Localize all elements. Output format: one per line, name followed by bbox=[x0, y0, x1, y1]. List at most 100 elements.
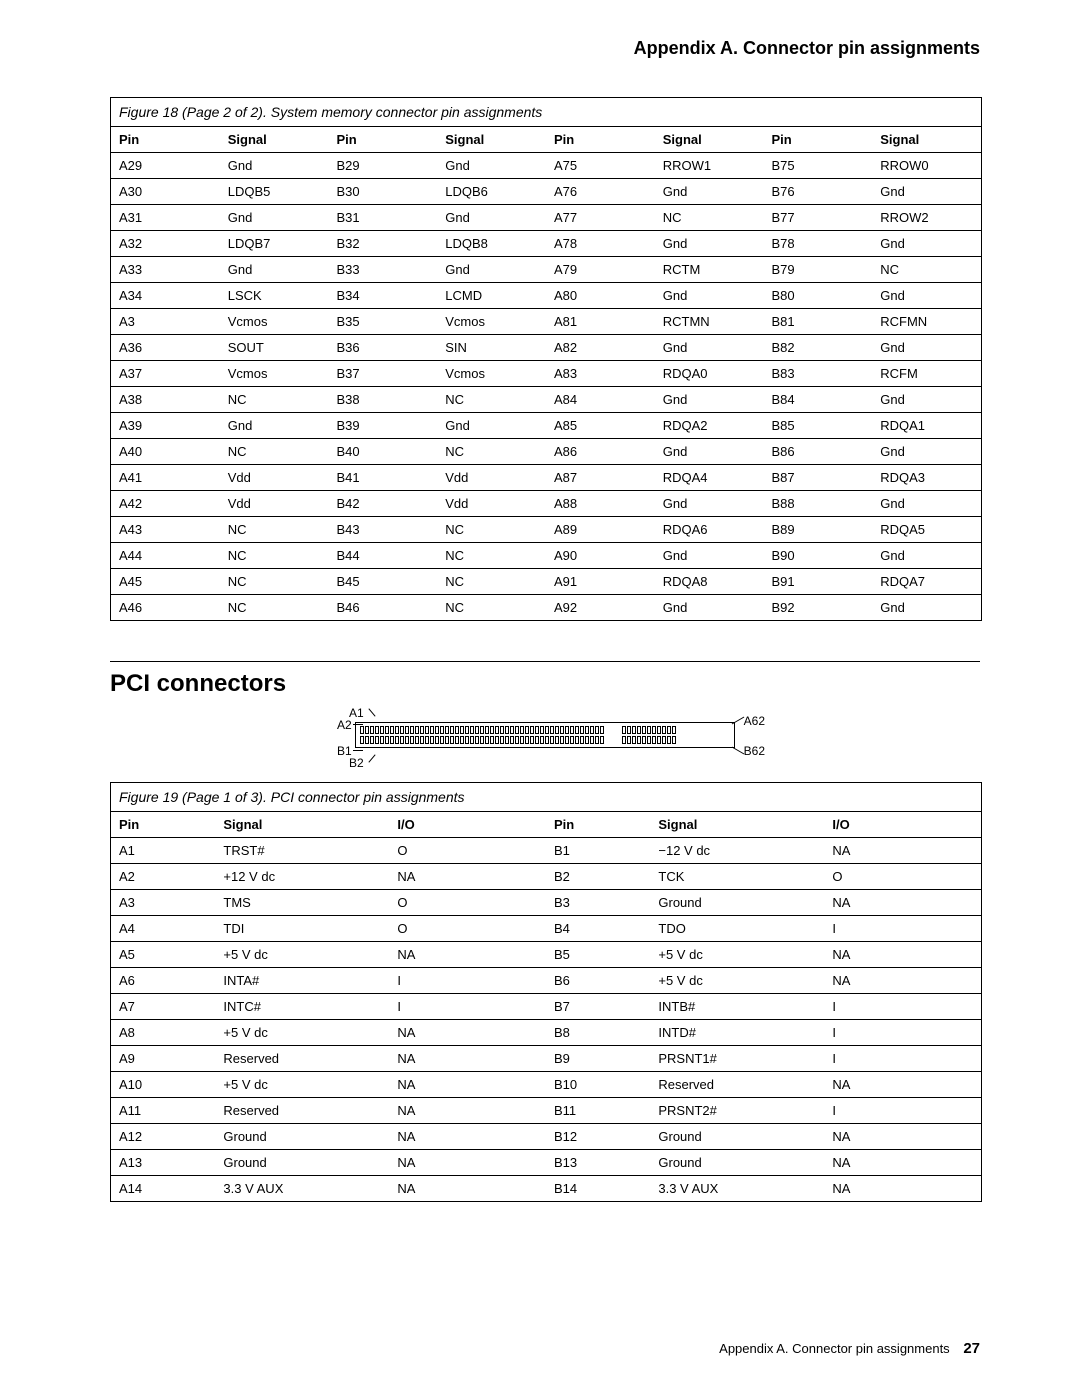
connector-pin bbox=[642, 736, 646, 744]
connector-pin bbox=[490, 726, 494, 734]
table1-cell: B32 bbox=[329, 231, 438, 257]
connector-pin bbox=[455, 736, 459, 744]
connector-pin bbox=[390, 736, 394, 744]
table2-cell: A14 bbox=[111, 1176, 215, 1202]
table1-cell: B35 bbox=[329, 309, 438, 335]
table1-cell: A82 bbox=[546, 335, 655, 361]
connector-pin bbox=[667, 736, 671, 744]
connector-pin bbox=[475, 736, 479, 744]
connector-pin bbox=[520, 726, 524, 734]
table1-cell: A31 bbox=[111, 205, 220, 231]
table2-cell: NA bbox=[389, 942, 546, 968]
connector-pin bbox=[495, 726, 499, 734]
pin-row-a bbox=[360, 726, 730, 734]
table2-cell: B6 bbox=[546, 968, 650, 994]
table1-cell: NC bbox=[872, 257, 981, 283]
connector-pin bbox=[595, 726, 599, 734]
table1-cell: B40 bbox=[329, 439, 438, 465]
table-row: A11ReservedNAB11PRSNT2#I bbox=[111, 1098, 981, 1124]
table1-cell: B37 bbox=[329, 361, 438, 387]
table1-cell: RCFMN bbox=[872, 309, 981, 335]
table1-cell: Gnd bbox=[437, 205, 546, 231]
connector-pin bbox=[647, 736, 651, 744]
connector-pin bbox=[505, 736, 509, 744]
table1-cell: RCTMN bbox=[655, 309, 764, 335]
table2-cell: A3 bbox=[111, 890, 215, 916]
table2-cell: O bbox=[389, 838, 546, 864]
pci-connector-diagram: A1 A2 A62 B1 B2 B62 bbox=[355, 708, 735, 762]
table1-cell: Gnd bbox=[655, 543, 764, 569]
table1-cell: Gnd bbox=[220, 153, 329, 179]
table-row: A31GndB31GndA77NCB77RROW2 bbox=[111, 205, 981, 231]
table1-column-header: Signal bbox=[437, 127, 546, 153]
table2-cell: A11 bbox=[111, 1098, 215, 1124]
table-row: A37VcmosB37VcmosA83RDQA0B83RCFM bbox=[111, 361, 981, 387]
connector-pin bbox=[390, 726, 394, 734]
table1-cell: A80 bbox=[546, 283, 655, 309]
table2-cell: O bbox=[389, 890, 546, 916]
table1-cell: A41 bbox=[111, 465, 220, 491]
table1-cell: RROW0 bbox=[872, 153, 981, 179]
connector-pin bbox=[590, 726, 594, 734]
connector-pin bbox=[575, 726, 579, 734]
pin-row-b bbox=[360, 736, 730, 744]
table2-cell: A9 bbox=[111, 1046, 215, 1072]
connector-pin bbox=[445, 726, 449, 734]
table-row: A1TRST#OB1−12 V dcNA bbox=[111, 838, 981, 864]
table1-cell: A34 bbox=[111, 283, 220, 309]
table1-cell: B33 bbox=[329, 257, 438, 283]
table1-cell: A46 bbox=[111, 595, 220, 621]
connector-pin bbox=[647, 726, 651, 734]
table1-cell: B85 bbox=[764, 413, 873, 439]
table1-cell: Gnd bbox=[437, 413, 546, 439]
table1-cell: RDQA4 bbox=[655, 465, 764, 491]
table1-cell: RDQA7 bbox=[872, 569, 981, 595]
table2-cell: I bbox=[824, 994, 981, 1020]
table1-cell: B86 bbox=[764, 439, 873, 465]
connector-pin bbox=[435, 736, 439, 744]
connector-pin bbox=[672, 726, 676, 734]
table1-cell: Gnd bbox=[655, 231, 764, 257]
table-row: A32LDQB7B32LDQB8A78GndB78Gnd bbox=[111, 231, 981, 257]
table1-cell: B92 bbox=[764, 595, 873, 621]
connector-pin bbox=[395, 736, 399, 744]
page: Appendix A. Connector pin assignments Fi… bbox=[0, 0, 1080, 1397]
connector-pin bbox=[400, 736, 404, 744]
table1-column-header: Signal bbox=[220, 127, 329, 153]
connector-pin bbox=[395, 726, 399, 734]
table1-cell: NC bbox=[220, 543, 329, 569]
table1-cell: A29 bbox=[111, 153, 220, 179]
table2-cell: NA bbox=[824, 890, 981, 916]
connector-pin bbox=[520, 736, 524, 744]
table1-cell: Gnd bbox=[655, 595, 764, 621]
table2-cell: Reserved bbox=[650, 1072, 824, 1098]
table1-cell: Gnd bbox=[220, 205, 329, 231]
table-row: A41VddB41VddA87RDQA4B87RDQA3 bbox=[111, 465, 981, 491]
table2-cell: PRSNT1# bbox=[650, 1046, 824, 1072]
table1-cell: Gnd bbox=[220, 413, 329, 439]
table-row: A36SOUTB36SINA82GndB82Gnd bbox=[111, 335, 981, 361]
connector-pin bbox=[490, 736, 494, 744]
table1-cell: B30 bbox=[329, 179, 438, 205]
table2-cell: B11 bbox=[546, 1098, 650, 1124]
table1-cell: Vdd bbox=[220, 491, 329, 517]
connector-pin bbox=[480, 736, 484, 744]
table1-cell: B89 bbox=[764, 517, 873, 543]
table1-cell: NC bbox=[437, 543, 546, 569]
table2-cell: INTC# bbox=[215, 994, 389, 1020]
pci-connectors-heading: PCI connectors bbox=[110, 670, 980, 698]
table1-cell: Vdd bbox=[437, 465, 546, 491]
table2-cell: B12 bbox=[546, 1124, 650, 1150]
connector-pin bbox=[627, 736, 631, 744]
connector-pin bbox=[465, 736, 469, 744]
connector-pin bbox=[652, 736, 656, 744]
connector-pin bbox=[545, 736, 549, 744]
connector-pin bbox=[455, 726, 459, 734]
connector-pin bbox=[410, 736, 414, 744]
memory-pin-table: PinSignalPinSignalPinSignalPinSignal A29… bbox=[111, 126, 981, 621]
page-header: Appendix A. Connector pin assignments bbox=[110, 38, 980, 59]
table1-cell: A75 bbox=[546, 153, 655, 179]
table2-cell: NA bbox=[389, 1124, 546, 1150]
table-row: A3VcmosB35VcmosA81RCTMNB81RCFMN bbox=[111, 309, 981, 335]
table2-cell: Ground bbox=[650, 890, 824, 916]
